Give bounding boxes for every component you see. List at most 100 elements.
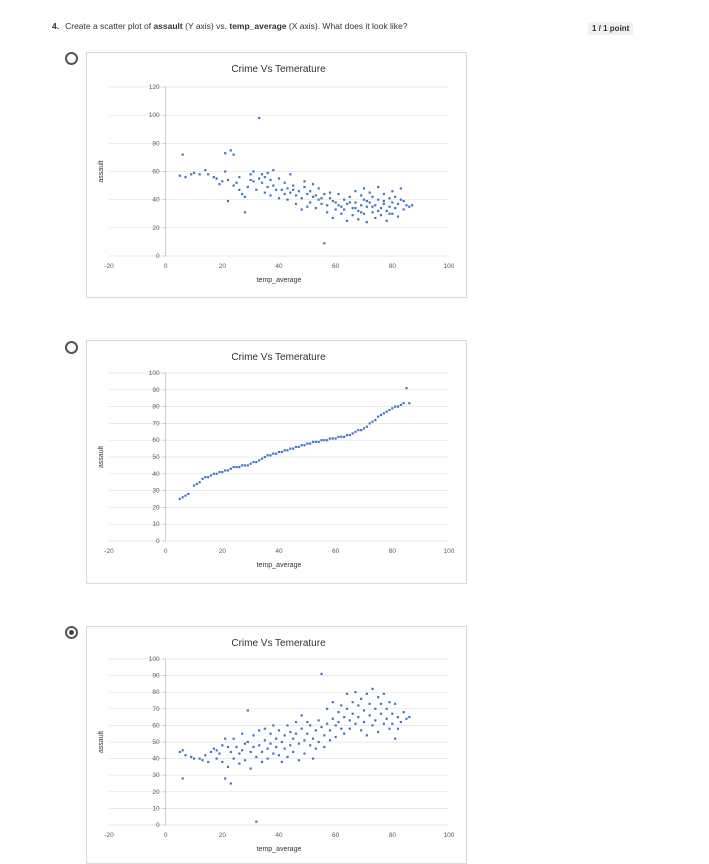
data-point bbox=[283, 181, 286, 184]
data-point bbox=[266, 454, 269, 457]
data-point bbox=[379, 712, 383, 715]
data-point bbox=[277, 197, 281, 200]
y-tick-label: 100 bbox=[149, 656, 160, 663]
data-point bbox=[207, 760, 210, 764]
data-point bbox=[382, 412, 385, 415]
data-point bbox=[311, 195, 315, 198]
data-point bbox=[345, 434, 349, 437]
data-point bbox=[328, 191, 332, 194]
data-point bbox=[266, 171, 269, 175]
data-point bbox=[377, 198, 380, 201]
data-point bbox=[272, 724, 275, 727]
data-point bbox=[402, 402, 405, 405]
data-point bbox=[382, 722, 385, 725]
data-point bbox=[275, 737, 278, 740]
data-point bbox=[385, 209, 388, 213]
data-point bbox=[317, 440, 320, 443]
option-3-chart: Crime Vs Temerature 0 10 20 30 40 50 60 70 80 90 10… bbox=[86, 626, 467, 864]
data-point bbox=[243, 759, 247, 762]
data-point bbox=[263, 455, 266, 459]
data-point bbox=[348, 727, 351, 730]
data-point bbox=[331, 199, 334, 203]
data-point bbox=[396, 727, 400, 730]
data-point bbox=[238, 188, 241, 191]
data-point bbox=[249, 750, 252, 754]
data-point bbox=[192, 757, 196, 760]
data-point bbox=[314, 729, 317, 732]
data-point bbox=[408, 402, 411, 405]
data-point bbox=[374, 216, 377, 220]
data-point bbox=[391, 712, 394, 715]
data-point bbox=[252, 745, 255, 749]
data-point bbox=[337, 720, 340, 724]
data-point bbox=[317, 719, 320, 722]
data-point bbox=[354, 201, 357, 204]
data-point bbox=[243, 742, 247, 745]
data-point bbox=[255, 460, 258, 464]
data-point bbox=[283, 192, 286, 196]
data-point bbox=[343, 732, 346, 735]
y-tick-label: 70 bbox=[152, 420, 160, 427]
data-point bbox=[207, 173, 210, 176]
data-point bbox=[317, 198, 320, 201]
data-point bbox=[192, 171, 196, 175]
chart-title: Crime Vs Temerature bbox=[231, 352, 326, 363]
data-point bbox=[292, 750, 295, 754]
data-point bbox=[269, 178, 272, 182]
y-tick-label: 20 bbox=[152, 789, 160, 796]
data-point bbox=[252, 460, 255, 464]
option-1-radio[interactable] bbox=[65, 52, 78, 65]
data-point bbox=[218, 183, 221, 186]
data-point bbox=[215, 757, 218, 760]
data-point bbox=[306, 732, 309, 735]
data-point bbox=[226, 199, 230, 203]
data-point bbox=[190, 755, 193, 759]
data-point bbox=[280, 450, 283, 454]
data-point bbox=[238, 176, 241, 179]
data-point bbox=[260, 181, 264, 184]
data-point bbox=[292, 737, 295, 740]
data-point bbox=[252, 170, 255, 173]
data-point bbox=[252, 180, 255, 183]
data-point bbox=[258, 729, 261, 732]
option-3-radio[interactable] bbox=[65, 626, 78, 639]
data-point bbox=[362, 709, 366, 712]
data-point bbox=[266, 747, 269, 750]
data-point bbox=[181, 777, 184, 780]
data-point bbox=[218, 471, 221, 474]
x-tick-label: 20 bbox=[219, 832, 227, 839]
data-point bbox=[272, 184, 275, 187]
option-2-radio[interactable] bbox=[65, 341, 78, 354]
data-point bbox=[292, 447, 295, 450]
data-point bbox=[277, 729, 281, 732]
data-point bbox=[388, 205, 391, 208]
data-point bbox=[362, 198, 366, 201]
y-tick-label: 40 bbox=[152, 197, 160, 204]
data-point bbox=[255, 755, 258, 759]
y-tick-label: 40 bbox=[152, 756, 160, 763]
data-point bbox=[286, 724, 289, 727]
y-tick-label: 90 bbox=[152, 673, 160, 680]
data-point bbox=[345, 692, 349, 695]
data-point bbox=[243, 464, 247, 467]
data-point bbox=[277, 450, 281, 454]
y-tick-label: 80 bbox=[152, 404, 160, 411]
data-point bbox=[229, 750, 232, 754]
data-point bbox=[178, 174, 181, 177]
data-point bbox=[351, 207, 354, 210]
chart-title: Crime Vs Temerature bbox=[231, 638, 326, 649]
data-point bbox=[371, 205, 374, 208]
data-point bbox=[385, 219, 388, 222]
data-point bbox=[232, 757, 235, 760]
data-point bbox=[377, 185, 380, 189]
data-point bbox=[212, 747, 215, 750]
data-point bbox=[221, 760, 224, 764]
y-tick-label: 90 bbox=[152, 387, 160, 394]
data-point bbox=[297, 190, 300, 193]
data-point bbox=[374, 418, 377, 422]
data-point bbox=[300, 444, 303, 447]
data-point bbox=[323, 439, 326, 442]
data-point bbox=[243, 195, 247, 198]
data-point bbox=[374, 707, 377, 710]
data-point bbox=[351, 701, 354, 704]
